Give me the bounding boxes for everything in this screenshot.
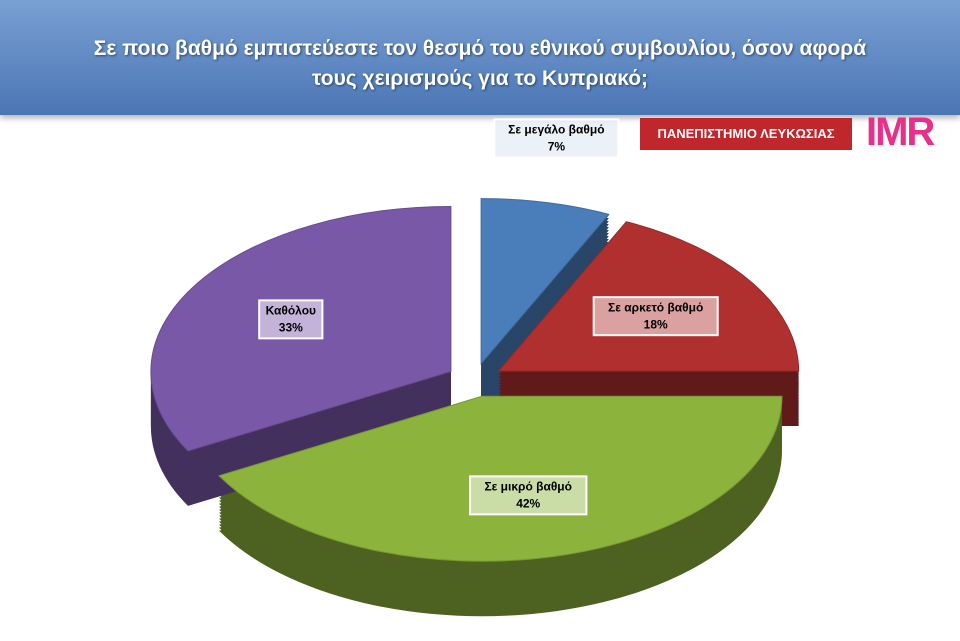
data-label: Σε αρκετό βαθμό 18%: [592, 296, 719, 337]
category-label: Σε μικρό βαθμό: [484, 480, 572, 494]
label-box-bg: [593, 297, 718, 336]
value-label: 33%: [279, 321, 303, 335]
header: Σε ποιο βαθμό εμπιστεύεστε τον θεσμό του…: [0, 0, 960, 115]
university-logo: ΠΑΝΕΠΙΣΤΗΜΙΟ ΛΕΥΚΩΣΙΑΣ: [640, 118, 852, 150]
label-box-bg: [470, 476, 587, 515]
category-label: Σε αρκετό βαθμό: [608, 300, 703, 314]
data-label: Καθόλου 33%: [258, 299, 324, 340]
category-label: Καθόλου: [266, 304, 316, 318]
chart-title: Σε ποιο βαθμό εμπιστεύεστε τον θεσμό του…: [93, 37, 867, 90]
value-label: 42%: [516, 497, 540, 511]
value-label: 18%: [644, 317, 668, 331]
slice: [480, 198, 610, 365]
imr-logo: IMR: [866, 110, 935, 154]
value-label: 7%: [548, 140, 566, 154]
label-box-bg: [494, 119, 619, 158]
label-box-bg: [259, 300, 323, 339]
data-label: Σε μεγάλο βαθμό 7%: [493, 118, 620, 159]
category-label: Σε μεγάλο βαθμό: [508, 123, 604, 137]
data-label: Σε μικρό βαθμό 42%: [469, 475, 588, 516]
